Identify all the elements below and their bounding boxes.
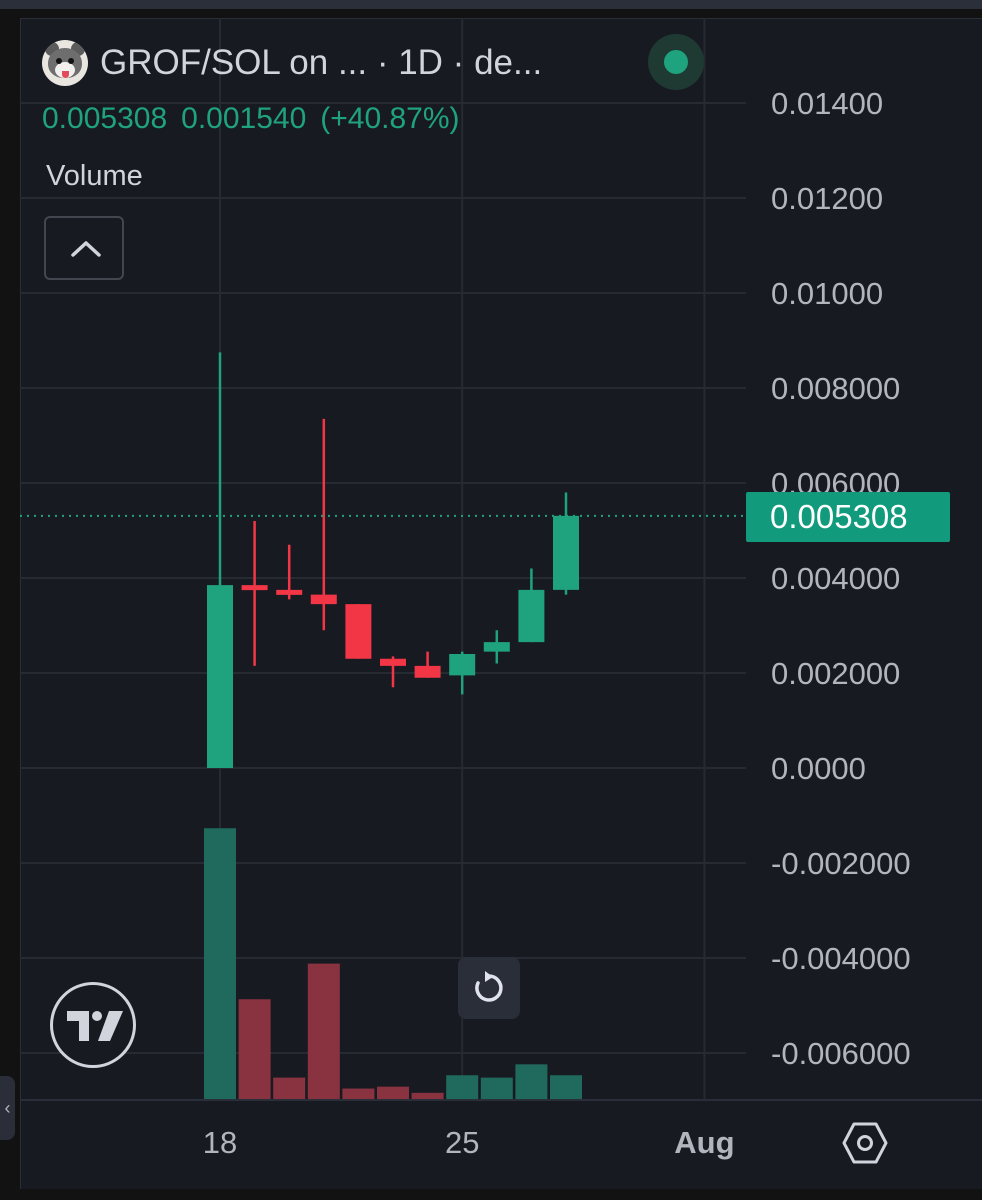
candle-jul-24[interactable] xyxy=(414,651,441,678)
y-tick-label-6: 0.002000 xyxy=(771,656,900,691)
candle-body xyxy=(207,585,233,768)
candlesticks xyxy=(207,352,579,768)
y-tick-label-8: -0.002000 xyxy=(771,846,911,881)
volume-indicator-label[interactable]: Volume xyxy=(46,160,143,192)
candle-body xyxy=(449,654,476,676)
collapse-legend-button[interactable] xyxy=(44,216,124,280)
candle-body xyxy=(310,594,337,605)
y-tick-label-5: 0.004000 xyxy=(771,561,900,596)
candle-body xyxy=(345,604,372,659)
candle-body xyxy=(518,589,545,643)
ohlc-readout: 0.005308 0.001540 (+40.87%) xyxy=(42,102,474,136)
change-percent: (+40.87%) xyxy=(320,102,460,135)
time-axis: 18 25 Aug xyxy=(203,1125,735,1160)
volume-bar-3 xyxy=(307,963,340,1099)
y-tick-label-3: 0.008000 xyxy=(771,371,900,406)
y-tick-label-9: -0.004000 xyxy=(771,941,911,976)
window-top-edge xyxy=(0,0,982,9)
volume-bar-9 xyxy=(515,1064,548,1099)
y-tick-label-7: 0.0000 xyxy=(771,751,866,786)
candle-body xyxy=(241,585,268,591)
volume-bar-1 xyxy=(238,999,271,1099)
candle-jul-26[interactable] xyxy=(483,630,510,664)
price-axis: 0.014000.012000.010000.0080000.0060000.0… xyxy=(771,86,911,1071)
candle-body xyxy=(380,658,406,666)
volume-bar-4 xyxy=(342,1088,375,1099)
candle-jul-21[interactable] xyxy=(310,418,337,631)
candle-jul-19[interactable] xyxy=(241,521,268,666)
settings-hexagon-icon xyxy=(842,1122,888,1164)
rotate-reset-icon xyxy=(475,971,503,1002)
dog-avatar-icon xyxy=(42,40,88,86)
volume-bar-2 xyxy=(273,1077,306,1099)
symbol-title[interactable]: GROF/SOL on ... · 1D · de... xyxy=(100,43,543,82)
chart-header: GROF/SOL on ... · 1D · de... xyxy=(42,38,542,88)
current-price-text: 0.005308 xyxy=(770,498,908,535)
x-tick-label-0: 18 xyxy=(203,1125,237,1160)
chevron-left-icon[interactable]: ‹ xyxy=(0,1076,15,1140)
volume-bar-10 xyxy=(550,1075,582,1099)
close-value: 0.005308 xyxy=(42,102,168,135)
live-status-indicator xyxy=(648,34,704,90)
tradingview-logo-icon[interactable] xyxy=(50,982,136,1068)
chart-settings-button[interactable] xyxy=(842,1120,888,1166)
candle-body xyxy=(276,589,303,595)
change-value: 0.001540 xyxy=(181,102,307,135)
candle-body xyxy=(553,515,579,590)
candle-jul-25[interactable] xyxy=(449,651,476,695)
volume-bar-0 xyxy=(204,828,236,1099)
volume-bar-6 xyxy=(411,1092,444,1099)
x-tick-label-1: 25 xyxy=(445,1125,479,1160)
candle-body xyxy=(483,642,510,652)
live-status-dot-icon xyxy=(664,50,688,74)
y-tick-label-2: 0.01000 xyxy=(771,276,883,311)
grid-lines xyxy=(20,18,982,1101)
y-tick-label-10: -0.006000 xyxy=(771,1036,911,1071)
volume-bars xyxy=(204,828,582,1099)
x-tick-label-2: Aug xyxy=(674,1125,734,1160)
y-tick-label-0: 0.01400 xyxy=(771,86,883,121)
candle-jul-27[interactable] xyxy=(518,568,545,643)
chevron-up-icon xyxy=(71,241,101,257)
volume-bar-7 xyxy=(446,1075,479,1099)
volume-bar-8 xyxy=(480,1077,513,1099)
reset-chart-button[interactable] xyxy=(458,957,520,1019)
candle-jul-28[interactable] xyxy=(553,492,579,595)
volume-bar-5 xyxy=(377,1086,409,1099)
candle-jul-18[interactable] xyxy=(207,352,233,768)
candle-jul-23[interactable] xyxy=(380,656,406,688)
candle-jul-22[interactable] xyxy=(345,604,372,659)
candle-body xyxy=(414,665,441,678)
current-price-label: 0.005308 xyxy=(746,492,950,542)
candle-jul-20[interactable] xyxy=(276,544,303,600)
y-tick-label-1: 0.01200 xyxy=(771,181,883,216)
